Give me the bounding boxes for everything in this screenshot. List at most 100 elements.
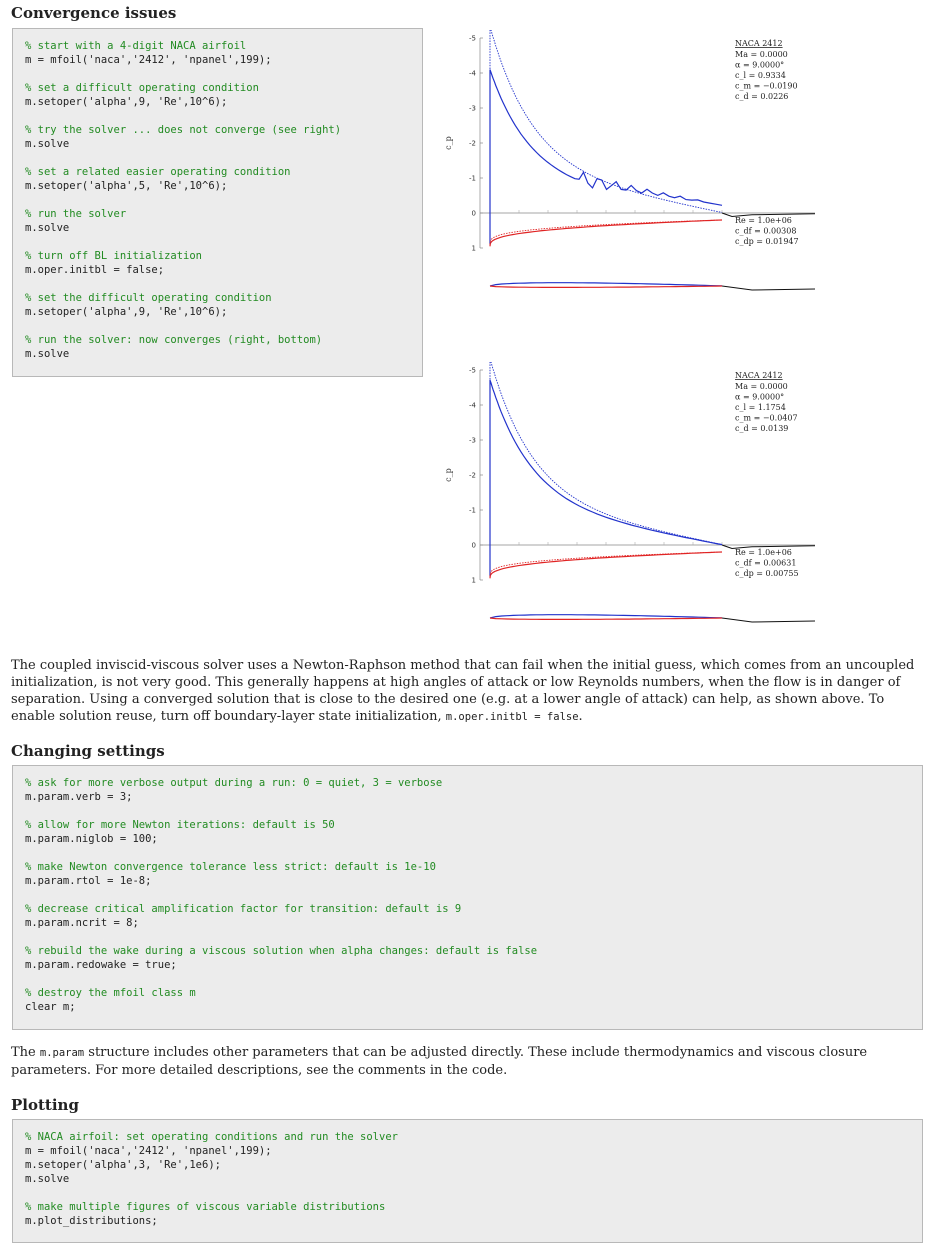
y-tick-label: -1 [469,175,476,183]
upper-viscous-curve [489,69,723,245]
code-line: m.setoper('alpha',9, 'Re',10^6); [25,96,228,108]
wake-curve [721,212,816,218]
paragraph-convergence: The coupled inviscid-viscous solver uses… [11,658,915,724]
y-axis-label: c_p [444,468,453,482]
info-line-viscous: Re = 1.0e+06 [735,216,792,225]
code-blank-line [25,930,910,944]
code-comment-line: % decrease critical amplification factor… [25,903,462,915]
info-line: α = 9.0000° [735,393,784,402]
info-line-viscous: c_dp = 0.01947 [735,237,799,246]
code-line: m = mfoil('naca','2412', 'npanel',199); [25,54,272,66]
upper-viscous-curve [489,379,723,577]
info-title: NACA 2412 [735,39,783,48]
code-blank-line [25,67,410,81]
code-comment-line: % make Newton convergence tolerance less… [25,861,436,873]
y-tick-label: -4 [469,402,477,410]
code-line: m.solve [25,222,70,234]
lower-viscous-curve [489,219,723,247]
y-tick-label: 1 [472,245,476,253]
code-comment-line: % destroy the mfoil class m [25,987,196,999]
airfoil-lower-surface [489,617,723,620]
y-tick-label: 1 [472,577,476,585]
code-comment-line: % rebuild the wake during a viscous solu… [25,945,538,957]
code-block-plotting: % NACA airfoil: set operating conditions… [12,1119,923,1243]
y-axis-label: c_p [444,136,453,150]
y-tick-label: 0 [472,542,476,550]
y-tick-label: -3 [469,105,476,113]
code-blank-line [25,235,410,249]
info-line-viscous: c_dp = 0.00755 [735,569,799,578]
info-line-viscous: c_df = 0.00631 [735,559,796,568]
code-comment-line: % try the solver ... does not converge (… [25,124,342,136]
y-tick-label: -5 [469,35,476,43]
code-comment-line: % NACA airfoil: set operating conditions… [25,1131,398,1143]
code-line: m.setoper('alpha',3, 'Re',1e6); [25,1159,221,1171]
code-blank-line [25,1186,910,1200]
info-line-viscous: c_df = 0.00308 [735,227,796,236]
code-line: clear m; [25,1001,76,1013]
y-tick-label: -5 [469,367,476,375]
airfoil-wake [721,617,816,623]
upper-inviscid-curve [489,362,723,577]
code-line: m.setoper('alpha',9, 'Re',10^6); [25,306,228,318]
inline-code-param: m.param [39,1047,85,1059]
wake-curve [721,544,816,550]
code-comment-line: % run the solver [25,208,127,220]
code-blank-line [25,109,410,123]
info-line: c_m = −0.0190 [735,82,798,91]
section-heading-plotting: Plotting [11,1096,79,1114]
code-line: m.setoper('alpha',5, 'Re',10^6); [25,180,228,192]
y-tick-label: -2 [469,140,476,148]
code-comment-line: % ask for more verbose output during a r… [25,777,443,789]
info-line: c_m = −0.0407 [735,414,798,423]
info-line: c_l = 0.9334 [735,71,786,80]
y-tick-label: -4 [469,70,477,78]
y-tick-label: -1 [469,507,476,515]
code-blank-line [25,193,410,207]
code-blank-line [25,846,910,860]
lower-viscous-curve [489,551,723,579]
code-block-settings: % ask for more verbose output during a r… [12,765,923,1030]
code-comment-line: % set the difficult operating condition [25,292,272,304]
code-comment-line: % set a related easier operating conditi… [25,166,291,178]
code-comment-line: % set a difficult operating condition [25,82,259,94]
code-line: m.param.redowake = true; [25,959,177,971]
code-blank-line [25,888,910,902]
info-title: NACA 2412 [735,371,783,380]
section-heading-convergence: Convergence issues [11,4,177,22]
code-blank-line [25,151,410,165]
code-line: m.param.verb = 3; [25,791,133,803]
code-blank-line [25,277,410,291]
code-line: m.oper.initbl = false; [25,264,165,276]
code-comment-line: % allow for more Newton iterations: defa… [25,819,335,831]
section-heading-settings: Changing settings [11,742,165,760]
upper-inviscid-curve [489,30,723,245]
code-blank-line [25,804,910,818]
info-line-viscous: Re = 1.0e+06 [735,548,792,557]
airfoil-lower-surface [489,285,723,288]
code-line: m.solve [25,1173,70,1185]
cp-plot-unconverged: -5 -4 -3 -2 -1 0 1 c_p NACA 2412 Ma = 0.0000 α = 9… [444,30,816,291]
code-line: m.solve [25,138,70,150]
code-comment-line: % run the solver: now converges (right, … [25,334,323,346]
y-tick-label: -2 [469,472,476,480]
code-blank-line [25,972,910,986]
code-line: m.param.ncrit = 8; [25,917,139,929]
code-line: m.param.rtol = 1e-8; [25,875,152,887]
y-tick-label: 0 [472,210,476,218]
info-line: c_d = 0.0139 [735,424,788,433]
info-line: c_l = 1.1754 [735,403,786,412]
paragraph-settings: The m.param structure includes other par… [11,1045,868,1078]
code-block-convergence: % start with a 4-digit NACA airfoil m = m… [12,28,423,377]
code-line: m = mfoil('naca','2412', 'npanel',199); [25,1145,272,1157]
inline-code-initbl: m.oper.initbl = false [445,711,579,723]
code-blank-line [25,319,410,333]
code-line: m.solve [25,348,70,360]
info-line: c_d = 0.0226 [735,92,788,101]
info-line: Ma = 0.0000 [735,50,788,59]
code-comment-line: % turn off BL initialization [25,250,203,262]
cp-plot-converged: -5 -4 -3 -2 -1 0 1 c_p NACA 2412 Ma = 0.0000 α = 9… [444,362,816,623]
code-line: m.param.niglob = 100; [25,833,158,845]
code-comment-line: % start with a 4-digit NACA airfoil [25,40,247,52]
code-comment-line: % make multiple figures of viscous varia… [25,1201,386,1213]
